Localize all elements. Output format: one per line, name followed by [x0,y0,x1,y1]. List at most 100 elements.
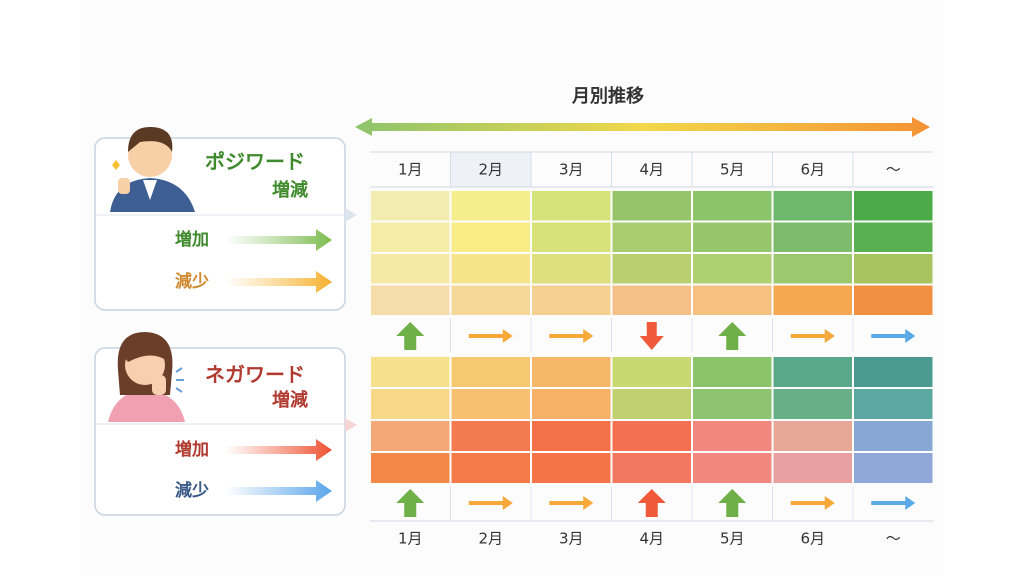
month-label: 4月 [639,530,664,548]
trend-arrow [637,489,666,517]
heat-cell [773,254,852,284]
heat-cell [612,191,691,221]
heat-cell [532,389,611,419]
month-label: 3月 [559,530,584,548]
increase-arrow [225,229,332,251]
heat-cell [773,421,852,451]
trend-arrow [468,329,513,343]
heat-cell [451,222,530,252]
heat-cell [612,357,691,387]
heat-cell [854,222,933,252]
positive-person [110,126,195,212]
heat-cell [773,357,852,387]
heat-cell [693,191,772,221]
heat-cell [612,254,691,284]
trend-arrow [468,496,513,510]
trend-arrow [718,322,747,350]
month-label: 6月 [800,530,825,548]
heat-cell [854,254,933,284]
month-label: 1月 [398,161,423,179]
month-label: 2月 [478,530,503,548]
month-label: 1月 [398,530,423,548]
heat-cell [451,421,530,451]
pointer [345,208,357,222]
heat-cell [773,222,852,252]
trend-arrow [790,329,835,343]
heat-cell [773,453,852,483]
heat-cell [612,453,691,483]
heat-cell [532,285,611,315]
month-label: 4月 [639,161,664,179]
increase-label: 増加 [175,439,209,460]
heat-cell [532,254,611,284]
heat-cell [532,222,611,252]
heat-cell [451,191,530,221]
decrease-arrow [225,480,332,502]
trend-arrow [871,496,916,510]
decrease-arrow [225,271,332,293]
month-label: 5月 [720,530,745,548]
trend-arrow [639,322,664,350]
month-label: 3月 [559,161,584,179]
heat-cell [371,222,450,252]
heat-cell [532,453,611,483]
heat-cell [693,285,772,315]
heat-cell [854,453,933,483]
heat-cell [773,191,852,221]
heat-cell [451,357,530,387]
month-label: 2月 [478,161,503,179]
timeline-arrow [355,117,930,137]
heat-cell [371,357,450,387]
heat-cell [854,357,933,387]
month-label: ～ [886,161,901,179]
trend-arrow [790,496,835,510]
positive-sub: 増減 [272,179,308,201]
heatmap: 1月 2月 3月 4月 5月 6月 ～ 1月 2月 3月 4月 5月 6月 ～ [370,151,934,548]
heat-cell [693,254,772,284]
decrease-label: 減少 [175,271,209,292]
trend-arrow [549,329,594,343]
heat-cell [773,389,852,419]
heat-cell [451,453,530,483]
negative-person [108,332,185,422]
heat-cell [371,191,450,221]
increase-label: 増加 [175,229,209,250]
trend-arrow [549,496,594,510]
heat-cell [612,389,691,419]
heat-cell [854,389,933,419]
positive-label: ポジワード [205,150,305,174]
heat-cell [532,421,611,451]
heat-cell [451,285,530,315]
heat-cell [612,285,691,315]
month-label: 6月 [800,161,825,179]
heat-cell [451,254,530,284]
heat-cell [371,389,450,419]
decrease-label: 減少 [175,480,209,501]
heat-cell [693,389,772,419]
title: 月別推移 [571,85,644,107]
heat-cell [693,222,772,252]
header-highlight [450,152,531,187]
month-label: ～ [886,530,901,548]
pointer [345,418,357,432]
trend-arrow [718,489,747,517]
heat-cell [693,421,772,451]
heat-cell [451,389,530,419]
heat-cell [371,285,450,315]
heat-cell [854,285,933,315]
heat-cell [854,421,933,451]
trend-arrow [396,489,425,517]
heat-cell [532,191,611,221]
heat-cell [371,453,450,483]
month-label: 5月 [720,161,745,179]
heat-cell [371,421,450,451]
heat-cell [773,285,852,315]
trend-arrow [396,322,425,350]
increase-arrow [225,439,332,461]
heat-cell [693,453,772,483]
negative-label: ネガワード [205,363,305,387]
heat-cell [612,421,691,451]
heat-cell [371,254,450,284]
heat-cell [612,222,691,252]
